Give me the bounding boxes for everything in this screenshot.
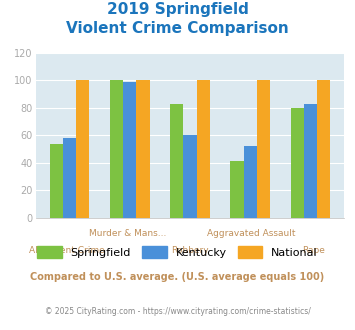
Bar	[76, 80, 89, 218]
Bar	[304, 104, 317, 218]
Text: Violent Crime Comparison: Violent Crime Comparison	[66, 21, 289, 36]
Bar	[63, 138, 76, 218]
Text: Aggravated Assault: Aggravated Assault	[207, 229, 296, 238]
Text: © 2025 CityRating.com - https://www.cityrating.com/crime-statistics/: © 2025 CityRating.com - https://www.city…	[45, 307, 310, 316]
Bar	[317, 80, 330, 218]
Legend: Springfield, Kentucky, National: Springfield, Kentucky, National	[33, 242, 322, 262]
Bar	[50, 144, 63, 218]
Text: All Violent Crime: All Violent Crime	[28, 246, 104, 255]
Bar	[183, 135, 197, 218]
Bar	[136, 80, 149, 218]
Text: Rape: Rape	[302, 246, 325, 255]
Bar	[123, 82, 136, 218]
Bar	[230, 161, 244, 218]
Text: 2019 Springfield: 2019 Springfield	[106, 2, 248, 16]
Bar	[244, 146, 257, 218]
Text: Robbery: Robbery	[171, 246, 209, 255]
Bar	[170, 104, 183, 218]
Bar	[197, 80, 210, 218]
Text: Murder & Mans...: Murder & Mans...	[89, 229, 167, 238]
Text: Compared to U.S. average. (U.S. average equals 100): Compared to U.S. average. (U.S. average …	[31, 272, 324, 282]
Bar	[257, 80, 270, 218]
Bar	[290, 108, 304, 218]
Bar	[110, 80, 123, 218]
